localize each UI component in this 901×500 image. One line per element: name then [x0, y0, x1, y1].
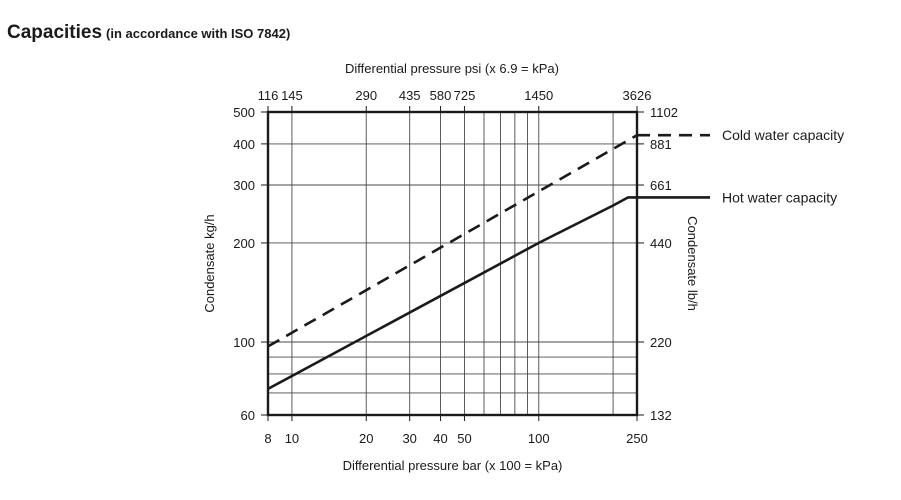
x-top-tick-label: 3626 — [623, 88, 652, 103]
page-subtitle: (in accordance with ISO 7842) — [106, 26, 291, 41]
page-title-text: Capacities — [7, 22, 103, 43]
x-top-tick-label: 1450 — [524, 88, 553, 103]
y-left-tick-label: 60 — [241, 408, 255, 423]
y-right-tick-label: 1102 — [650, 105, 678, 120]
y-left-tick-label: 100 — [233, 335, 255, 350]
series-line-hot-water — [267, 196, 637, 391]
x-top-tick-label: 435 — [399, 88, 421, 103]
series-label: Cold water capacity — [722, 127, 844, 143]
y-left-tick-label: 500 — [233, 105, 255, 120]
page-title: Capacities (in accordance with ISO 7842) — [7, 9, 290, 46]
x-bottom-tick-label: 20 — [359, 431, 373, 446]
x-top-tick-label: 145 — [281, 88, 303, 103]
y-right-axis-title: Condensate lb/h — [685, 216, 700, 311]
grid-layer — [268, 112, 637, 415]
y-left-tick-label: 200 — [233, 236, 255, 251]
x-bottom-tick-label: 250 — [626, 431, 648, 446]
x-top-tick-label: 725 — [454, 88, 476, 103]
y-left-axis-title: Condensate kg/h — [202, 214, 217, 312]
x-top-tick-label: 116 — [258, 88, 279, 103]
y-right-tick-label: 440 — [650, 236, 672, 251]
x-bottom-tick-label: 100 — [528, 431, 550, 446]
x-top-tick-label: 580 — [430, 88, 452, 103]
x-bottom-tick-label: 8 — [264, 431, 271, 446]
label-layer: 8 10 20 30 40 50 100 250 116 145 290 435 580 725 1450 3… — [202, 61, 844, 473]
y-right-tick-label: 220 — [650, 335, 672, 350]
series-label: Hot water capacity — [722, 189, 837, 205]
series-line-cold-water — [267, 134, 638, 348]
y-right-tick-label: 661 — [650, 178, 672, 193]
tick-layer — [261, 106, 644, 421]
y-right-tick-label: 881 — [650, 137, 672, 152]
x-bottom-tick-label: 10 — [285, 431, 299, 446]
x-bottom-axis-title: Differential pressure bar (x 100 = kPa) — [343, 458, 563, 473]
x-bottom-tick-label: 50 — [457, 431, 471, 446]
x-bottom-tick-label: 40 — [433, 431, 447, 446]
series-layer — [267, 133, 710, 391]
x-top-axis-title: Differential pressure psi (x 6.9 = kPa) — [345, 61, 559, 76]
x-top-tick-label: 290 — [355, 88, 377, 103]
y-left-tick-label: 300 — [233, 178, 255, 193]
plot-frame — [266, 110, 639, 417]
y-right-tick-label: 132 — [650, 408, 672, 423]
y-left-tick-label: 400 — [233, 137, 255, 152]
x-bottom-tick-label: 30 — [402, 431, 416, 446]
